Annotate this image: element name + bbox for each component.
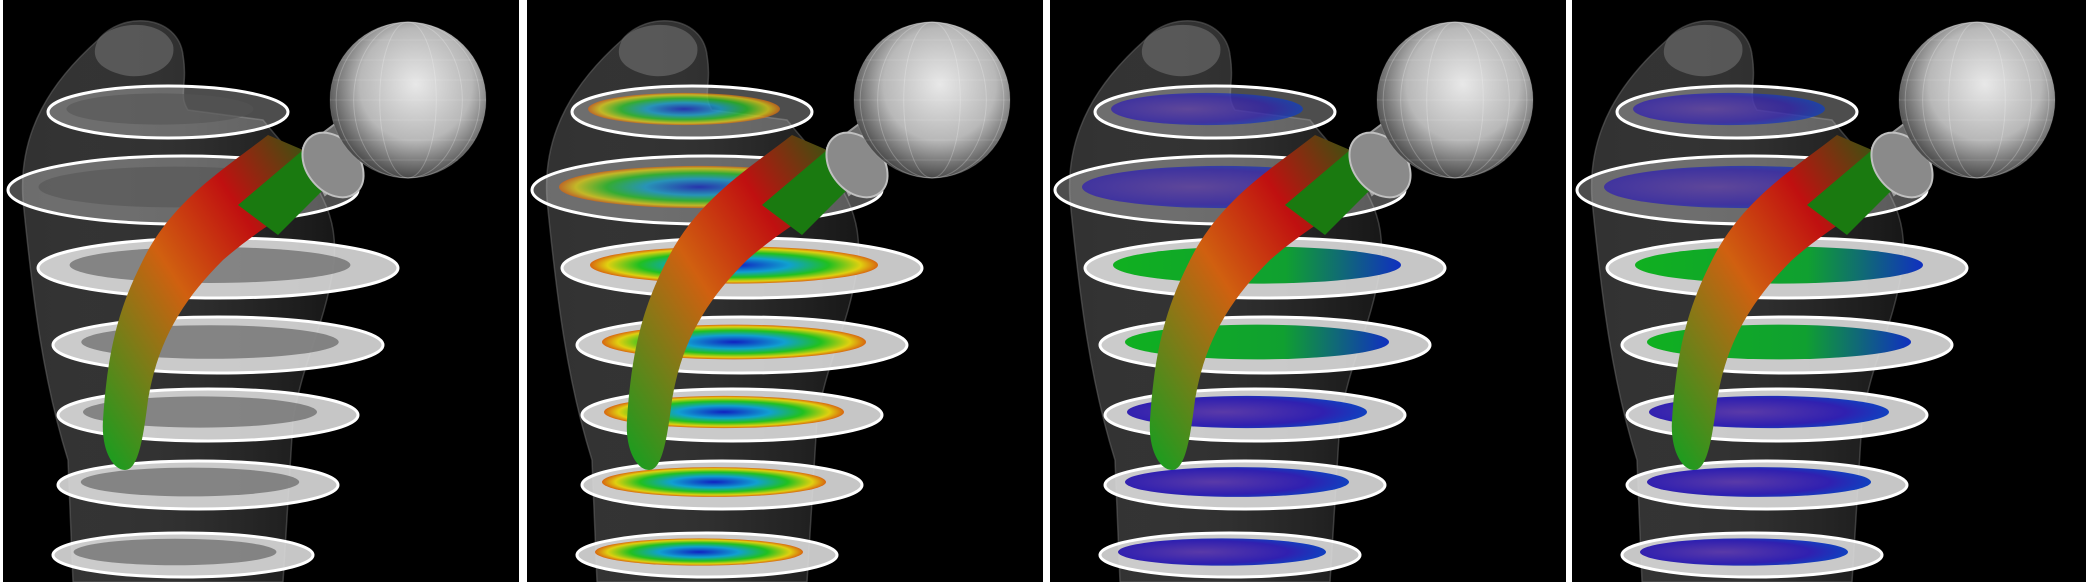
ball-mesh-line (1922, 21, 2032, 179)
ball-mesh-line (1382, 21, 1528, 179)
ball-mesh-line (1898, 21, 2056, 179)
slice-colormap (1111, 92, 1303, 126)
ball-mesh-line (335, 21, 481, 179)
ball-mesh-line (1400, 21, 1510, 179)
slice-colormap (1118, 538, 1326, 566)
ball-mesh-line (877, 21, 987, 179)
femur-render-2 (530, 19, 1011, 582)
ball-mesh-line (877, 21, 987, 179)
implant-neck-taper (1285, 150, 1370, 235)
ball-mesh-line (329, 21, 487, 179)
femur-render-4 (1575, 19, 2056, 582)
slice-colormap (595, 538, 803, 566)
trochanter (1663, 24, 1743, 77)
femoral-head-ball (330, 22, 486, 178)
ball-mesh-line (1382, 21, 1528, 179)
ball-mesh-line (1376, 21, 1534, 179)
trochanter (618, 24, 698, 77)
ball-mesh-line (353, 21, 463, 179)
slice-inner (73, 538, 277, 566)
ball-mesh-line (1948, 21, 2006, 179)
ball-mesh-line (1904, 21, 2050, 179)
panel-4 (1572, 0, 2086, 582)
ball-mesh-line (853, 21, 1011, 179)
ball-mesh-line (379, 21, 437, 179)
femur-render-3 (1053, 19, 1534, 582)
slice-colormap (588, 92, 780, 126)
ball-mesh-line (335, 21, 481, 179)
panel-2 (527, 0, 1043, 582)
implant-neck-taper (762, 150, 847, 235)
femoral-head-ball (854, 22, 1010, 178)
slice-colormap (602, 467, 826, 497)
implant-neck-taper (238, 150, 323, 235)
slice-colormap (1633, 92, 1825, 126)
ball-mesh-line (903, 21, 961, 179)
ball-mesh-line (903, 21, 961, 179)
slice-colormap (1640, 538, 1848, 566)
ball-mesh-line (379, 21, 437, 179)
trochanter (94, 24, 174, 77)
ball-mesh-line (353, 21, 463, 179)
implant-neck-taper (1807, 150, 1892, 235)
panel-3 (1050, 0, 1566, 582)
femoral-head-ball (1899, 22, 2055, 178)
slice-inner (66, 93, 254, 125)
slice-colormap (1125, 467, 1349, 497)
ball-mesh-line (1948, 21, 2006, 179)
panel-1 (3, 0, 519, 582)
slice-colormap (1647, 467, 1871, 497)
femur-render-1 (6, 19, 487, 582)
ball-mesh-line (859, 21, 1005, 179)
slice-inner (80, 467, 300, 497)
ball-mesh-line (1426, 21, 1484, 179)
femoral-head-ball (1377, 22, 1533, 178)
ball-mesh-line (1400, 21, 1510, 179)
ball-mesh-line (1426, 21, 1484, 179)
ball-mesh-line (1922, 21, 2032, 179)
trochanter (1141, 24, 1221, 77)
ball-mesh-line (1904, 21, 2050, 179)
ball-mesh-line (859, 21, 1005, 179)
